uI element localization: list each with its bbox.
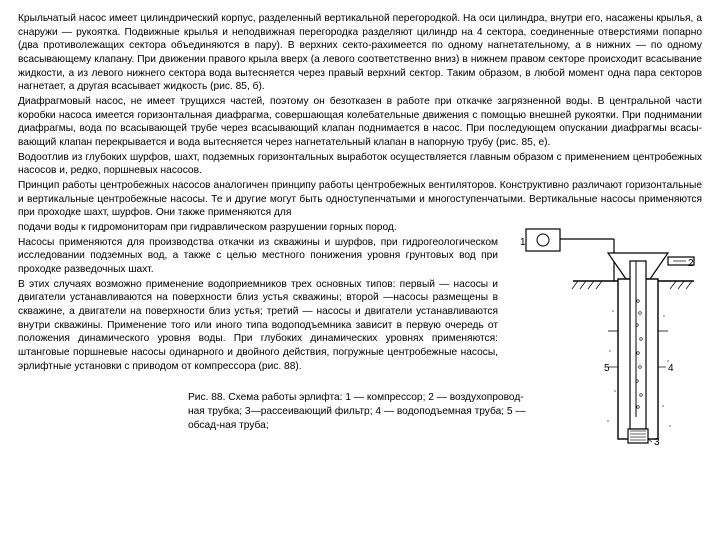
label-2: 2 — [688, 258, 694, 269]
figure-caption: Рис. 88. Схема работы эрлифта: 1 — компр… — [188, 391, 538, 432]
label-4: 4 — [668, 363, 674, 374]
paragraph-drainage: Водоотлив из глубоких шурфов, шахт, подз… — [18, 151, 702, 178]
paragraph-pump-vane: Крыльчатый насос имеет цилиндрический ко… — [18, 12, 702, 94]
paragraph-diaphragm: Диафрагмовый насос, не имеет трущихся ча… — [18, 95, 702, 150]
paragraph-exploration: Насосы применяются для производства отка… — [18, 236, 498, 277]
label-5: 5 — [604, 363, 610, 374]
paragraph-centrifugal: Принцип работы центробежных насосов анал… — [18, 179, 702, 220]
airlift-diagram: 1 2 3 4 5 — [518, 221, 698, 451]
paragraph-types: В этих случаях возможно применение водоп… — [18, 278, 498, 374]
paragraph-hydromonitor: подачи воды к гидромониторам при гидравл… — [18, 221, 498, 235]
label-1: 1 — [520, 237, 526, 248]
label-3: 3 — [654, 437, 660, 448]
